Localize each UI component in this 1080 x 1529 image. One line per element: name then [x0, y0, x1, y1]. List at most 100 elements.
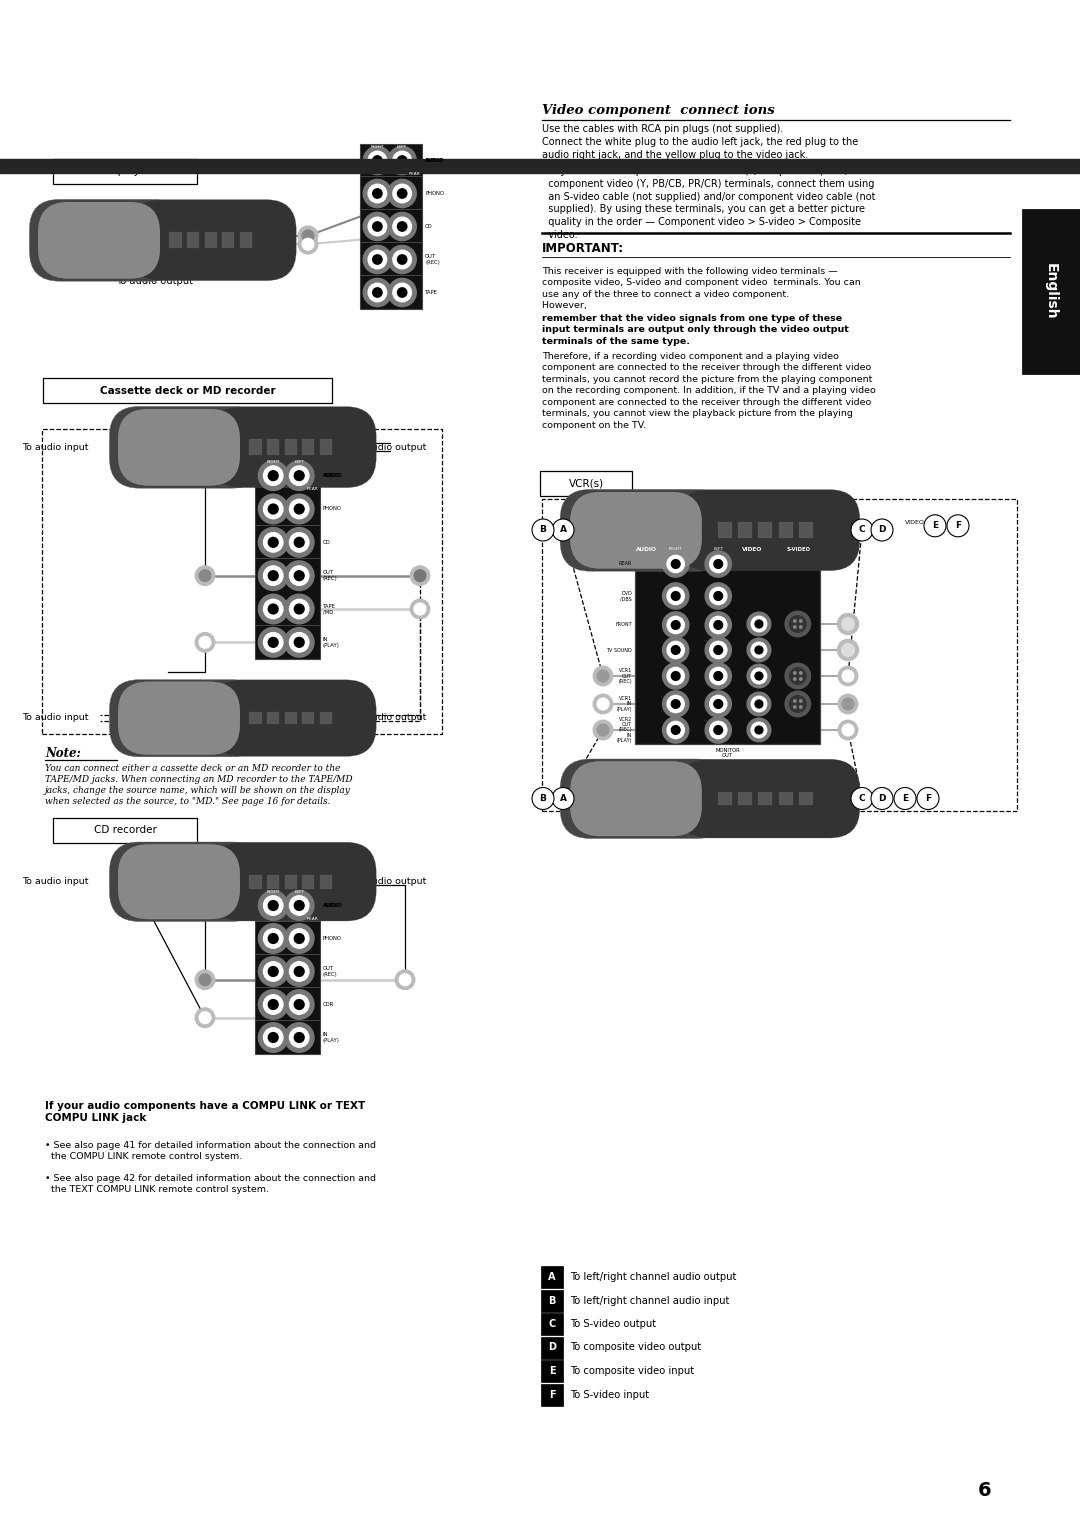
Bar: [267, 713, 279, 725]
Circle shape: [794, 700, 796, 702]
FancyBboxPatch shape: [360, 144, 422, 309]
Circle shape: [841, 644, 854, 656]
Text: TV SOUND: TV SOUND: [606, 647, 632, 653]
Text: CD: CD: [323, 540, 330, 544]
Text: VIDEO: VIDEO: [905, 520, 924, 526]
Text: To audio output: To audio output: [353, 442, 427, 451]
Circle shape: [794, 619, 796, 622]
Circle shape: [393, 217, 411, 235]
Text: REAR: REAR: [307, 917, 318, 920]
Circle shape: [714, 671, 723, 680]
Text: PHONO: PHONO: [323, 506, 342, 512]
FancyBboxPatch shape: [54, 225, 275, 254]
Circle shape: [799, 677, 802, 680]
Circle shape: [672, 700, 680, 708]
Circle shape: [747, 612, 771, 636]
Circle shape: [268, 471, 279, 480]
Text: E: E: [932, 521, 939, 531]
Text: RIGHT: RIGHT: [370, 145, 384, 148]
Text: B: B: [540, 526, 546, 535]
Circle shape: [294, 604, 305, 615]
Circle shape: [258, 494, 288, 524]
Circle shape: [552, 518, 573, 541]
Circle shape: [667, 587, 685, 604]
Circle shape: [284, 627, 314, 657]
Text: AUDIO: AUDIO: [323, 904, 342, 908]
Circle shape: [298, 234, 318, 254]
Bar: [738, 523, 752, 538]
Text: E: E: [549, 1365, 555, 1376]
Circle shape: [258, 924, 288, 953]
Text: You can connect either a cassette deck or an MD recorder to the
TAPE/MD jacks. W: You can connect either a cassette deck o…: [45, 764, 353, 806]
Circle shape: [714, 621, 723, 630]
Circle shape: [258, 460, 288, 491]
Text: CD recorder: CD recorder: [212, 855, 279, 865]
Bar: [717, 792, 731, 806]
Circle shape: [667, 722, 685, 739]
Circle shape: [195, 1008, 215, 1027]
Circle shape: [368, 183, 387, 203]
Circle shape: [842, 699, 854, 709]
Circle shape: [714, 645, 723, 654]
Text: To S-video input: To S-video input: [570, 1390, 649, 1399]
FancyBboxPatch shape: [211, 407, 376, 488]
Text: Use the cables with RCA pin plugs (not supplied).
Connect the white plug to the : Use the cables with RCA pin plugs (not s…: [542, 124, 859, 159]
Circle shape: [755, 673, 762, 680]
Circle shape: [662, 717, 689, 743]
Circle shape: [705, 612, 731, 638]
Text: FRONT: FRONT: [616, 622, 632, 627]
Circle shape: [410, 599, 430, 619]
Circle shape: [714, 726, 723, 734]
Bar: [285, 713, 297, 725]
Text: IMPORTANT:: IMPORTANT:: [542, 242, 624, 255]
Circle shape: [837, 613, 859, 635]
Circle shape: [294, 537, 305, 547]
Text: A: A: [559, 794, 567, 803]
Text: If your audio components have a COMPU LINK or TEXT
COMPU LINK jack: If your audio components have a COMPU LI…: [45, 1101, 365, 1122]
Circle shape: [258, 595, 288, 624]
Circle shape: [258, 1023, 288, 1052]
Circle shape: [794, 677, 796, 680]
Text: S-VHS (or VHS) VCR: S-VHS (or VHS) VCR: [630, 502, 733, 511]
Text: VCR1
OUT
(REC): VCR1 OUT (REC): [619, 668, 632, 683]
Circle shape: [284, 494, 314, 524]
FancyBboxPatch shape: [118, 682, 240, 755]
Text: REAR: REAR: [408, 171, 420, 176]
Circle shape: [264, 1027, 283, 1047]
Circle shape: [705, 664, 731, 690]
Bar: [249, 439, 261, 454]
Circle shape: [714, 700, 723, 708]
Bar: [320, 875, 332, 888]
Circle shape: [917, 787, 939, 809]
Circle shape: [195, 566, 215, 586]
Circle shape: [710, 587, 727, 604]
Text: A: A: [549, 1272, 556, 1281]
Circle shape: [672, 645, 680, 654]
Circle shape: [851, 518, 873, 541]
Text: PHONO: PHONO: [323, 936, 342, 940]
Text: • See also page 41 for detailed information about the connection and
  the COMPU: • See also page 41 for detailed informat…: [45, 1141, 376, 1161]
Circle shape: [294, 471, 305, 480]
Circle shape: [264, 995, 283, 1014]
Bar: [320, 439, 332, 454]
Circle shape: [414, 602, 426, 615]
Circle shape: [264, 566, 283, 586]
Circle shape: [395, 969, 415, 989]
Circle shape: [195, 969, 215, 989]
Circle shape: [284, 528, 314, 557]
Circle shape: [388, 245, 416, 274]
Text: CD player: CD player: [99, 167, 151, 176]
Bar: [779, 792, 793, 806]
FancyBboxPatch shape: [135, 868, 355, 894]
Circle shape: [947, 515, 969, 537]
Text: To composite video output: To composite video output: [570, 1342, 701, 1353]
Circle shape: [794, 625, 796, 628]
Text: S-VHS (or VHS) VCR: S-VHS (or VHS) VCR: [630, 787, 733, 797]
Bar: [799, 523, 813, 538]
Circle shape: [667, 555, 685, 573]
FancyBboxPatch shape: [211, 842, 376, 920]
Text: REAR: REAR: [307, 488, 318, 491]
FancyBboxPatch shape: [38, 202, 160, 278]
FancyBboxPatch shape: [541, 1359, 563, 1382]
Circle shape: [799, 625, 802, 628]
